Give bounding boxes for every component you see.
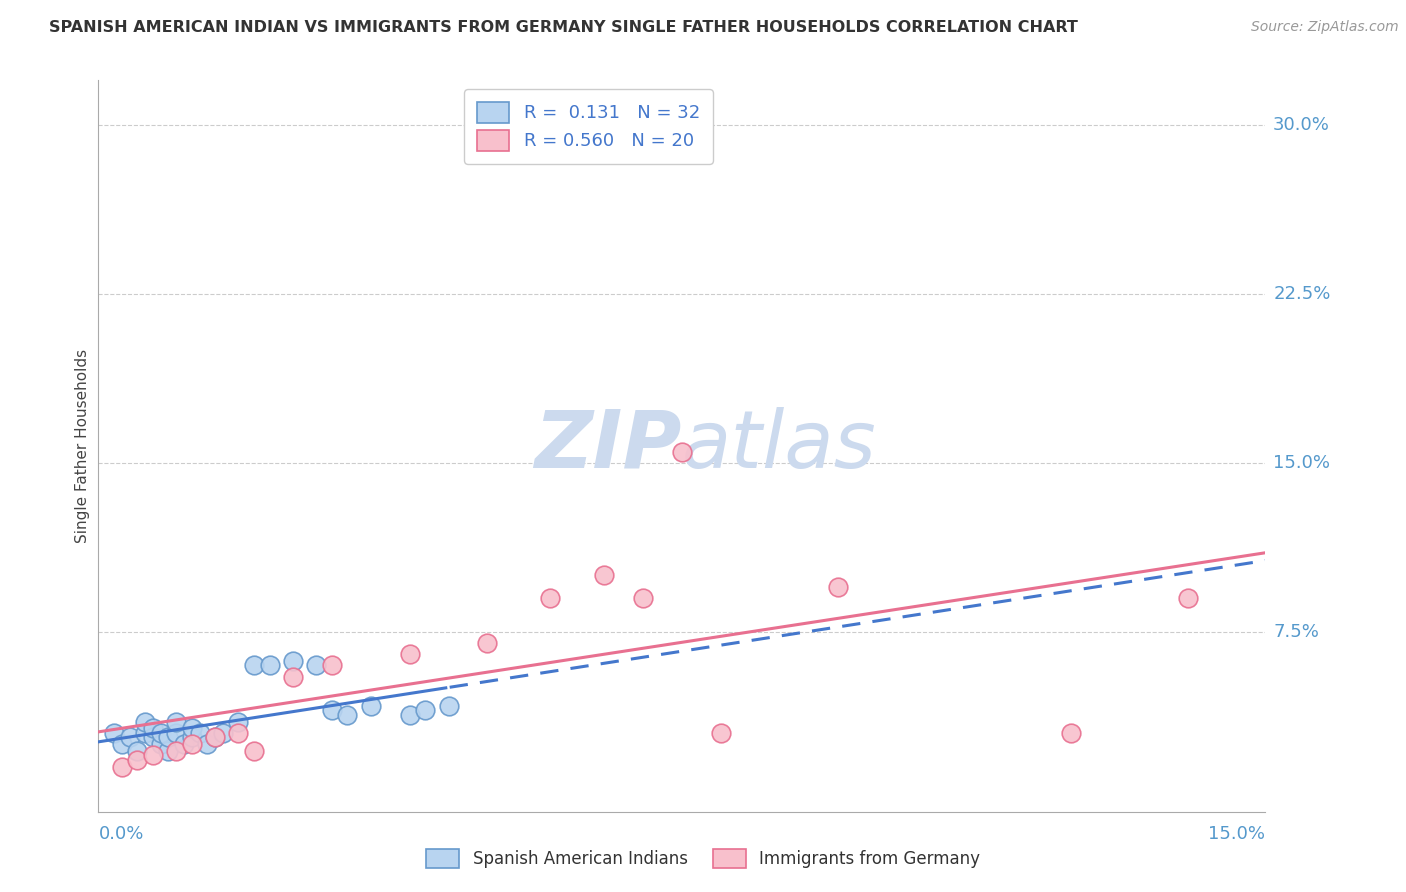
Legend: Spanish American Indians, Immigrants from Germany: Spanish American Indians, Immigrants fro… — [419, 842, 987, 875]
Text: 7.5%: 7.5% — [1274, 623, 1319, 640]
Point — [149, 726, 172, 740]
Point — [142, 731, 165, 745]
Point — [437, 698, 460, 713]
Text: Source: ZipAtlas.com: Source: ZipAtlas.com — [1251, 20, 1399, 34]
Point — [259, 658, 281, 673]
Point — [212, 726, 235, 740]
Point — [671, 444, 693, 458]
Point — [195, 737, 218, 751]
Point — [413, 703, 436, 717]
Text: 15.0%: 15.0% — [1208, 825, 1265, 843]
Point — [228, 714, 250, 729]
Point — [336, 708, 359, 723]
Text: 15.0%: 15.0% — [1274, 454, 1330, 472]
Text: 0.0%: 0.0% — [98, 825, 143, 843]
Point — [188, 726, 211, 740]
Point — [593, 568, 616, 582]
Point — [180, 722, 202, 736]
Point — [398, 708, 420, 723]
Point — [631, 591, 654, 605]
Point — [204, 731, 226, 745]
Point — [243, 658, 266, 673]
Legend: R =  0.131   N = 32, R = 0.560   N = 20: R = 0.131 N = 32, R = 0.560 N = 20 — [464, 89, 713, 163]
Point — [157, 731, 180, 745]
Point — [360, 698, 382, 713]
Point — [477, 636, 499, 650]
Point — [538, 591, 561, 605]
Point — [118, 731, 141, 745]
Point — [305, 658, 328, 673]
Point — [180, 737, 202, 751]
Text: ZIP: ZIP — [534, 407, 682, 485]
Point — [398, 647, 420, 661]
Point — [180, 731, 202, 745]
Point — [204, 731, 226, 745]
Point — [142, 722, 165, 736]
Point — [165, 726, 187, 740]
Point — [827, 580, 849, 594]
Point — [173, 737, 195, 751]
Point — [149, 737, 172, 751]
Text: SPANISH AMERICAN INDIAN VS IMMIGRANTS FROM GERMANY SINGLE FATHER HOUSEHOLDS CORR: SPANISH AMERICAN INDIAN VS IMMIGRANTS FR… — [49, 20, 1078, 35]
Point — [111, 760, 134, 774]
Point — [1177, 591, 1199, 605]
Point — [142, 748, 165, 763]
Point — [710, 726, 733, 740]
Text: atlas: atlas — [682, 407, 877, 485]
Point — [243, 744, 266, 758]
Point — [1060, 726, 1083, 740]
Point — [228, 726, 250, 740]
Point — [134, 714, 156, 729]
Y-axis label: Single Father Households: Single Father Households — [75, 349, 90, 543]
Point — [321, 658, 343, 673]
Point — [281, 670, 304, 684]
Point — [111, 737, 134, 751]
Point — [281, 654, 304, 668]
Point — [134, 726, 156, 740]
Text: 30.0%: 30.0% — [1274, 116, 1330, 135]
Point — [157, 744, 180, 758]
Point — [127, 744, 149, 758]
Point — [165, 714, 187, 729]
Point — [127, 753, 149, 767]
Point — [165, 744, 187, 758]
Text: 22.5%: 22.5% — [1274, 285, 1330, 303]
Point — [103, 726, 125, 740]
Point — [321, 703, 343, 717]
